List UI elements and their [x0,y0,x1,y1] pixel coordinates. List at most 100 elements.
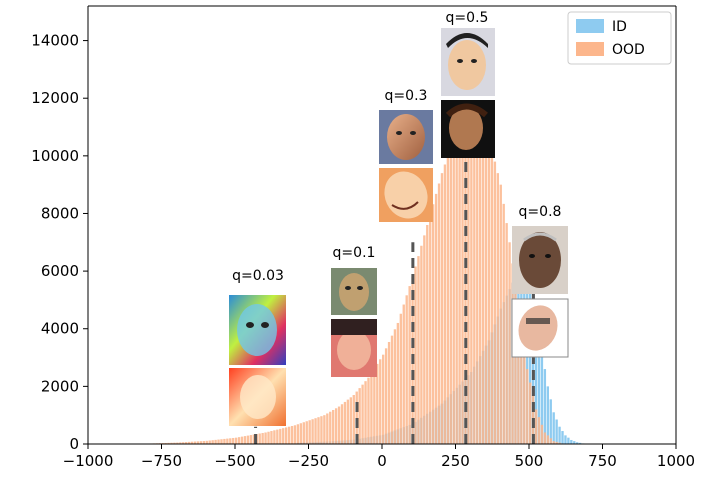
histogram-bar-ood [243,436,247,444]
histogram-bar-ood [223,438,226,444]
x-axis: −1000 −750 −500 −250 0 250 500 750 1000 [63,444,695,470]
histogram-bar-ood [326,413,329,444]
histogram-bar-ood [346,399,350,444]
quantile-label: q=0.1 [333,245,376,261]
histogram-bar-ood [196,441,200,444]
histogram-bar-ood [264,432,267,444]
legend: ID OOD [567,11,672,65]
histogram-bar-id [564,435,567,444]
histogram-bar-ood [282,428,285,444]
histogram-bar-ood [232,437,235,444]
histogram-bar-ood [476,118,479,444]
histogram-bar-ood [343,401,347,444]
histogram-bar-ood [296,424,300,444]
histogram-bar-ood [555,441,558,444]
histogram-bar-ood [458,126,461,444]
quantile-label: q=0.8 [519,204,562,220]
histogram-bar-ood [379,359,382,444]
histogram-bar-ood [367,377,370,444]
histogram-bar-ood [273,430,276,444]
histogram-bar-ood [529,382,532,444]
face-thumbnail-q08-lower [511,298,569,358]
histogram-bar-ood [190,441,194,444]
histogram-bar-ood [240,436,244,444]
histogram-bar-id [558,426,561,444]
histogram-bar-ood [214,439,217,444]
histogram-bar-ood [349,397,353,444]
histogram-bar-ood [449,147,452,444]
histogram-bar-ood [558,442,561,444]
histogram-bar-ood [382,354,385,444]
histogram-bar-id [540,351,544,444]
face-thumbnail-q05-lower [441,100,495,158]
histogram-bar-ood [520,326,523,444]
face-thumbnail-q003-upper [229,295,286,365]
y-tick-label: 6000 [41,262,79,280]
histogram-bar-ood [546,435,549,444]
histogram-bar-ood [185,442,188,444]
histogram-bar-ood [408,286,411,444]
histogram-bar-ood [164,442,167,444]
histogram-bar-ood [235,437,238,444]
histogram-bar-ood [384,348,388,444]
histogram-bar-ood [334,408,338,444]
histogram-bar-ood [537,417,541,444]
histogram-bar-id [576,442,579,444]
histogram-bar-ood [308,420,311,444]
legend-swatch-ood [576,42,604,56]
histogram-bar-ood [317,417,320,444]
histogram-bar-ood [305,421,308,444]
histogram-bar-ood [299,423,303,444]
histogram-bar-ood [284,427,288,444]
histogram-bar-ood [549,438,552,444]
histogram-bar-ood [470,112,473,445]
histogram-bar-ood [358,388,361,444]
histogram-bar-id [546,386,549,444]
histogram-bar-ood [452,138,455,445]
histogram-bar-ood [490,150,494,444]
histogram-bar-ood [258,433,261,444]
y-tick-label: 2000 [41,377,79,395]
quantile-label: q=0.5 [446,10,489,26]
histogram-bar-ood [543,432,547,444]
x-tick-label: −500 [214,452,255,470]
histogram-bar-id [573,441,576,444]
face-thumbnail-q03-upper [379,110,433,164]
histogram-bar-ood [467,116,470,444]
histogram-bar-ood [293,425,297,444]
histogram-bar-id [549,399,552,444]
histogram-bar-ood [361,384,364,444]
histogram-bar-ood [461,122,464,445]
histogram-bar-ood [484,127,488,444]
face-thumbnail-q08-upper [512,226,568,294]
histogram-bar-ood [417,256,420,444]
histogram-bar-ood [443,164,447,445]
histogram-bar-ood [364,381,367,444]
histogram-bar-ood [414,266,417,444]
histogram-bar-ood [376,363,379,444]
y-tick-label: 10000 [31,147,79,165]
histogram-bar-ood [473,115,476,444]
histogram-bar-ood [302,422,305,444]
face-thumbnail-q01-upper [331,268,377,315]
histogram-bar-ood [237,437,241,444]
histogram-bar-id [570,439,573,444]
quantile-label: q=0.3 [385,88,428,104]
histogram-bar-ood [167,442,170,444]
y-tick-label: 8000 [41,204,79,222]
histogram-bar-ood [426,225,429,444]
histogram-bar-ood [182,442,185,444]
legend-label-ood: OOD [612,42,645,58]
histogram-bar-ood [517,305,520,444]
histogram-bar-ood [393,329,397,444]
histogram-bar-ood [455,129,458,444]
histogram-bar-ood [290,425,294,444]
x-tick-label: 500 [515,452,544,470]
face-thumbnail-q003-lower [229,368,286,426]
histogram-bar-ood [267,431,270,444]
histogram-bar-ood [434,193,438,444]
histogram-bar-ood [446,155,450,444]
face-thumbnails [229,28,569,426]
histogram-bar-id [555,419,558,444]
